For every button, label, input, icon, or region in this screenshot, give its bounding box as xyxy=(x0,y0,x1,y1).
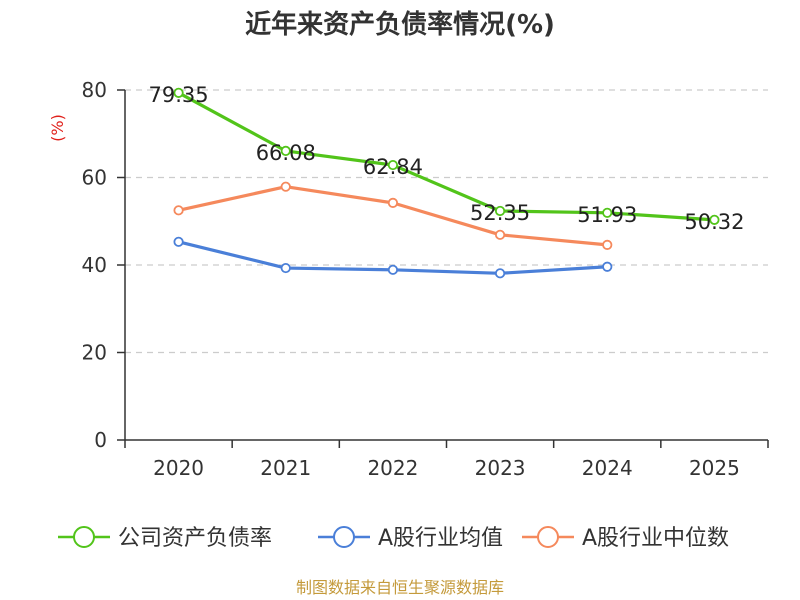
data-label: 79.35 xyxy=(149,83,209,107)
legend-circle-icon xyxy=(73,526,95,548)
legend-label: A股行业均值 xyxy=(378,526,503,551)
y-axis-label: (%) xyxy=(48,114,67,142)
data-point[interactable] xyxy=(602,207,613,218)
data-label: 66.08 xyxy=(256,141,316,165)
axes: 0 20 40 60 80 2020 2021 2022 2023 2024 2025 xyxy=(82,78,769,480)
chart-title: 近年来资产负债率情况(%) xyxy=(245,9,555,40)
data-point[interactable] xyxy=(709,214,720,225)
data-label: 51.93 xyxy=(577,203,637,227)
legend[interactable]: 公司资产负债率 A股行业均值 A股行业中位数 xyxy=(58,526,729,551)
x-tick-label: 2020 xyxy=(153,456,204,480)
x-tick-label: 2022 xyxy=(367,456,418,480)
legend-item-2[interactable]: A股行业中位数 xyxy=(522,526,729,551)
legend-label: A股行业中位数 xyxy=(582,526,729,551)
series-group xyxy=(173,87,720,279)
data-point[interactable] xyxy=(494,229,506,240)
data-point[interactable] xyxy=(494,268,506,279)
data-point[interactable] xyxy=(280,181,291,192)
x-tick-label: 2021 xyxy=(260,456,311,480)
data-point[interactable] xyxy=(387,197,399,208)
series-line-0 xyxy=(177,91,715,222)
data-point[interactable] xyxy=(602,239,613,250)
data-label: 50.32 xyxy=(684,210,744,234)
data-point[interactable] xyxy=(387,159,399,171)
data-labels: 79.35 66.08 62.84 52.35 51.93 50.32 xyxy=(149,83,745,234)
y-tick-label: 20 xyxy=(82,341,107,365)
data-label: 62.84 xyxy=(363,155,423,179)
data-label: 52.35 xyxy=(470,201,530,225)
y-tick-label: 80 xyxy=(82,78,107,102)
data-point[interactable] xyxy=(173,236,184,247)
data-point[interactable] xyxy=(494,205,506,217)
data-point[interactable] xyxy=(173,205,184,216)
x-tick-label: 2024 xyxy=(582,456,633,480)
data-point[interactable] xyxy=(280,262,291,274)
legend-circle-icon xyxy=(537,526,559,548)
data-point[interactable] xyxy=(173,87,184,98)
legend-item-1[interactable]: A股行业均值 xyxy=(318,526,503,551)
y-tick-label: 40 xyxy=(82,253,107,277)
data-point[interactable] xyxy=(602,261,613,272)
legend-circle-icon xyxy=(333,526,355,548)
series-line-2 xyxy=(178,185,608,247)
data-point[interactable] xyxy=(280,145,291,156)
x-tick-label: 2023 xyxy=(475,456,526,480)
x-tick-label: 2025 xyxy=(689,456,740,480)
legend-item-0[interactable]: 公司资产负债率 xyxy=(58,526,272,551)
y-tick-label: 60 xyxy=(82,166,107,190)
legend-label: 公司资产负债率 xyxy=(118,526,272,551)
data-point[interactable] xyxy=(387,264,399,275)
gridlines xyxy=(125,89,768,354)
source-note: 制图数据来自恒生聚源数据库 xyxy=(296,578,504,597)
y-tick-label: 0 xyxy=(94,428,107,452)
